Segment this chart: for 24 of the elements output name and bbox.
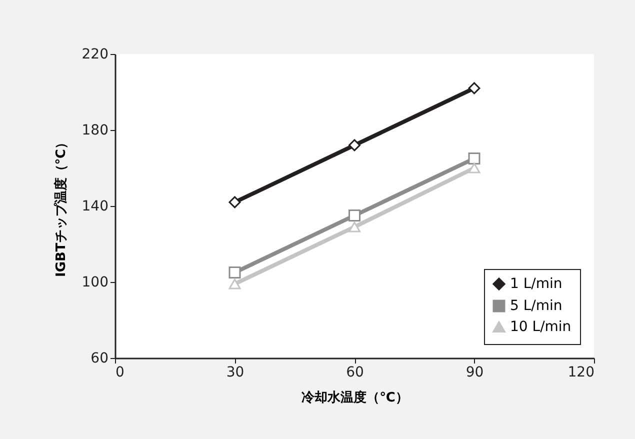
legend-label: 1 L/min: [510, 276, 562, 292]
x-tick-label: 30: [226, 364, 244, 380]
x-axis-title: 冷却水温度（℃）: [302, 390, 408, 406]
x-tick-label: 120: [568, 364, 594, 380]
point: [228, 278, 241, 290]
point: [468, 162, 480, 174]
legend-label: 10 L/min: [510, 319, 572, 335]
y-axis-title: IGBTチップ温度（℃）: [52, 136, 69, 278]
point: [348, 210, 360, 222]
point: [468, 152, 480, 164]
point: [468, 82, 480, 94]
point: [348, 139, 360, 152]
x-tick-label: 90: [466, 364, 484, 380]
point: [348, 222, 360, 232]
y-tick-label: 60: [90, 350, 108, 366]
y-tick-label: 180: [82, 122, 108, 138]
point: [228, 196, 241, 208]
x-tick-label: 60: [346, 364, 364, 380]
y-tick-label: 220: [82, 46, 108, 62]
y-tick-label: 140: [82, 198, 108, 214]
legend-label: 5 L/min: [510, 298, 562, 314]
point: [228, 266, 241, 278]
x-tick-label: 0: [116, 364, 124, 380]
y-tick-label: 100: [82, 274, 108, 290]
